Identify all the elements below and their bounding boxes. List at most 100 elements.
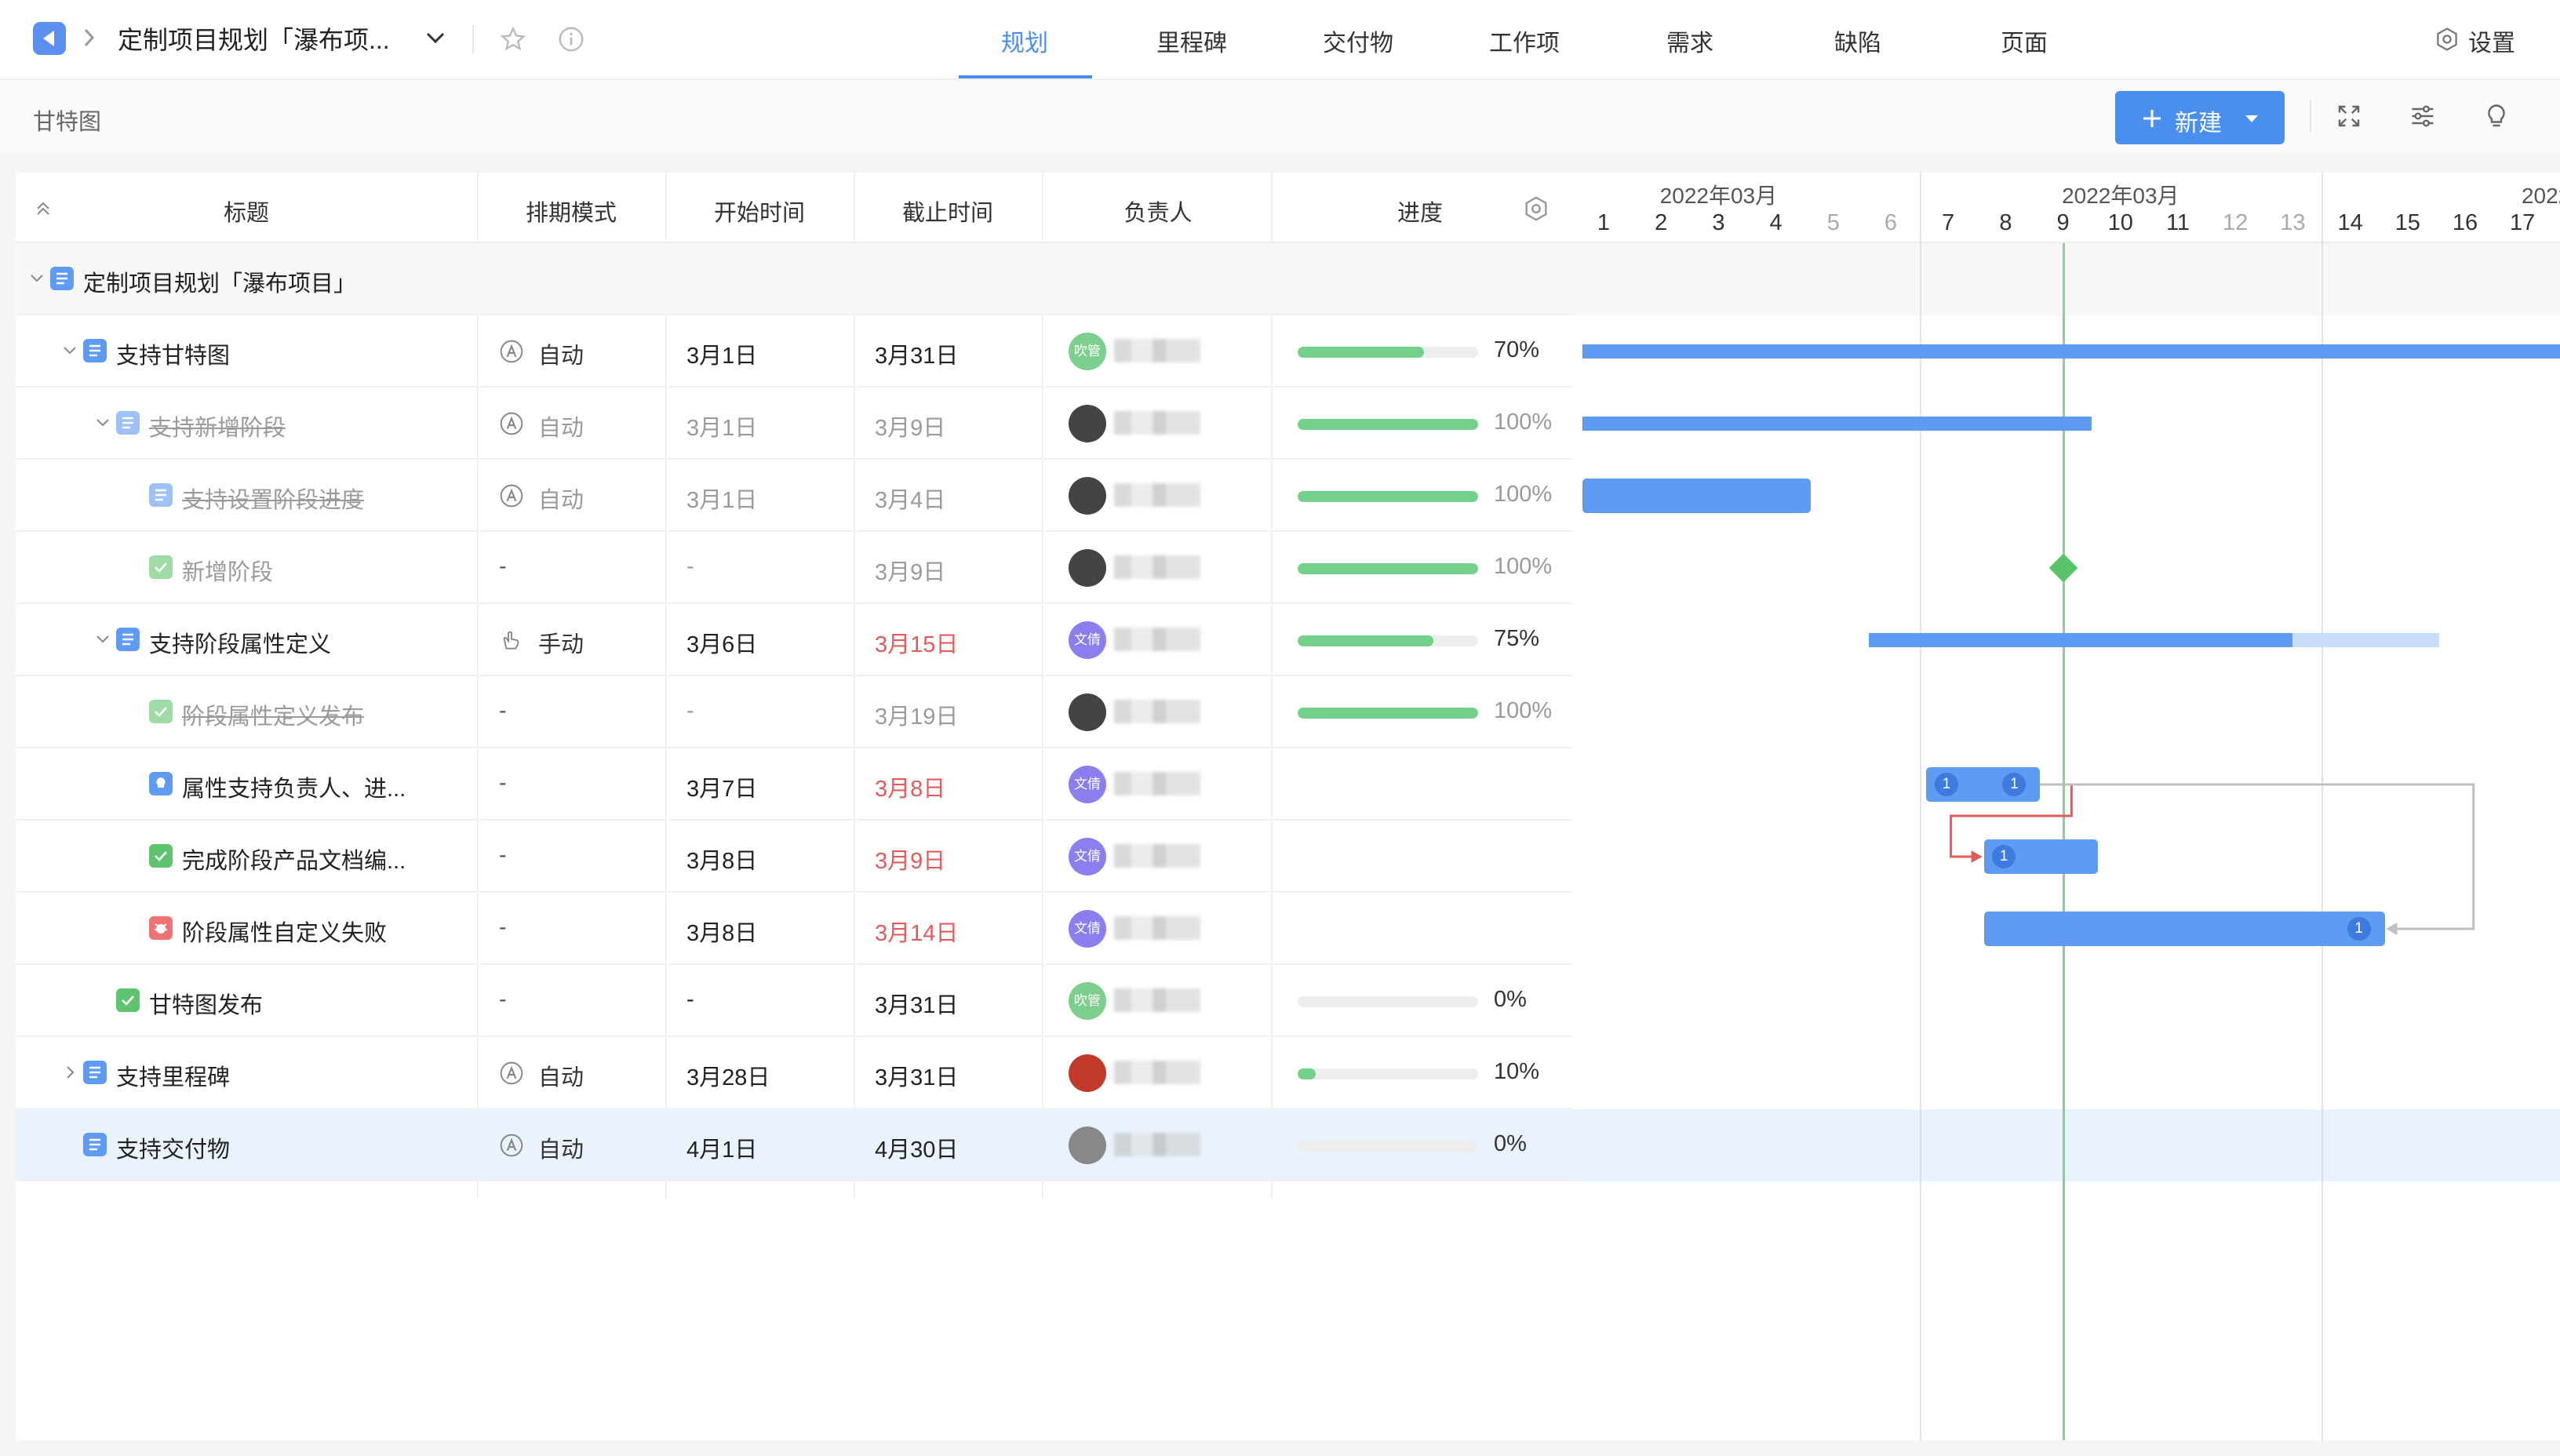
schedule-mode[interactable]: - [499,698,507,723]
avatar[interactable]: 文倩 [1069,838,1106,875]
tab-defects[interactable]: 缺陷 [1834,31,1881,56]
row-title[interactable]: 新增阶段 [182,560,274,585]
start-date[interactable]: 4月1日 [686,1138,758,1163]
end-date[interactable]: 3月31日 [875,1065,959,1090]
col-title[interactable]: 标题 [223,201,270,226]
row-title[interactable]: 支持新增阶段 [149,416,286,441]
chevron-down-icon[interactable] [61,342,78,359]
gantt-task-bar[interactable] [1983,912,2385,946]
gantt-summary-bar[interactable] [2292,633,2440,647]
avatar[interactable]: 文倩 [1069,621,1106,659]
chevron-right-icon[interactable] [61,1064,78,1081]
lightbulb-icon[interactable] [2482,102,2511,130]
row-title[interactable]: 支持里程碑 [116,1065,231,1090]
start-date[interactable]: 3月1日 [686,416,758,441]
end-date[interactable]: 4月30日 [875,1138,959,1163]
end-date[interactable]: 3月8日 [875,777,946,802]
star-icon[interactable] [499,25,527,53]
gear-icon[interactable] [2434,26,2460,53]
start-date[interactable]: 3月1日 [686,488,758,513]
table-row[interactable]: 定制项目规划「瀑布项目」 [16,243,1572,315]
schedule-mode[interactable]: 自动 [538,488,584,513]
avatar[interactable] [1069,549,1106,587]
filter-sliders-icon[interactable] [2409,102,2437,130]
row-title[interactable]: 支持阶段属性定义 [149,632,332,657]
dependency-badge[interactable]: 1 [1935,773,1958,796]
table-row[interactable]: 属性支持负责人、进... - 3月7日 3月8日 文倩 [16,748,1572,821]
chevron-down-icon[interactable] [424,28,447,47]
col-schedule[interactable]: 排期模式 [525,201,617,226]
collapse-all-icon[interactable] [33,199,53,218]
table-row[interactable]: 支持阶段属性定义 手动 3月6日 3月15日 文倩 75% [16,604,1572,676]
avatar[interactable]: 文倩 [1069,910,1106,948]
project-title[interactable]: 定制项目规划「瀑布项... [118,26,390,54]
avatar[interactable]: 吹管 [1069,982,1106,1020]
avatar[interactable] [1069,693,1106,731]
table-row[interactable]: 支持甘特图 自动 3月1日 3月31日 吹管 70% [16,315,1572,388]
schedule-mode[interactable]: 自动 [538,1065,584,1090]
end-date[interactable]: 3月19日 [875,704,959,730]
start-date[interactable]: 3月1日 [686,344,758,369]
back-app-icon[interactable] [33,22,66,55]
dependency-badge[interactable]: 1 [1992,845,2016,868]
col-progress[interactable]: 进度 [1397,201,1444,226]
row-title[interactable]: 支持设置阶段进度 [182,488,365,513]
start-date[interactable]: - [686,554,694,579]
col-assignee[interactable]: 负责人 [1123,201,1193,226]
table-row[interactable]: 完成阶段产品文档编... - 3月8日 3月9日 文倩 [16,821,1572,893]
avatar[interactable] [1069,1054,1106,1092]
row-title[interactable]: 定制项目规划「瀑布项目」 [83,271,357,297]
tab-work-items[interactable]: 工作项 [1489,31,1560,56]
col-end[interactable]: 截止时间 [901,201,994,226]
table-row[interactable]: 甘特图发布 - - 3月31日 吹管 0% [16,965,1572,1037]
row-title[interactable]: 甘特图发布 [149,993,264,1018]
row-title[interactable]: 支持交付物 [116,1138,231,1163]
tab-pages[interactable]: 页面 [2001,31,2048,56]
table-row[interactable]: 支持新增阶段 自动 3月1日 3月9日 100% [16,388,1572,460]
avatar[interactable]: 吹管 [1069,333,1106,370]
end-date[interactable]: 3月9日 [875,560,946,585]
settings-button[interactable]: 设置 [2468,31,2515,56]
info-icon[interactable] [557,25,585,53]
schedule-mode[interactable]: - [499,987,507,1012]
milestone-diamond[interactable] [2048,553,2077,583]
end-date[interactable]: 3月4日 [875,488,946,513]
end-date[interactable]: 3月14日 [875,921,959,946]
schedule-mode[interactable]: 手动 [538,632,584,657]
gantt-task-bar[interactable] [1582,479,1811,513]
schedule-mode[interactable]: - [499,554,507,579]
start-date[interactable]: - [686,987,694,1012]
start-date[interactable]: 3月8日 [686,849,758,874]
end-date[interactable]: 3月31日 [875,993,959,1018]
gantt-summary-bar[interactable] [1869,633,2293,647]
tab-deliverables[interactable]: 交付物 [1323,31,1393,56]
dependency-badge[interactable]: 1 [2347,917,2371,941]
table-row[interactable]: 支持交付物 自动 4月1日 4月30日 0% [16,1109,1572,1181]
avatar[interactable] [1069,405,1106,442]
table-row[interactable]: 支持设置阶段进度 自动 3月1日 3月4日 100% [16,460,1572,532]
schedule-mode[interactable]: - [499,770,507,795]
row-title[interactable]: 阶段属性定义发布 [182,704,365,730]
start-date[interactable]: 3月6日 [686,632,758,657]
row-title[interactable]: 完成阶段产品文档编... [182,849,406,874]
table-row[interactable]: 阶段属性定义发布 - - 3月19日 100% [16,676,1572,748]
schedule-mode[interactable]: 自动 [538,416,584,441]
new-button[interactable]: 新建 [2115,91,2285,144]
chevron-down-icon[interactable] [28,270,46,287]
start-date[interactable]: 3月28日 [686,1065,770,1090]
tab-planning[interactable]: 规划 [1001,31,1048,56]
table-row[interactable]: 支持里程碑 自动 3月28日 3月31日 10% [16,1037,1572,1109]
end-date[interactable]: 3月9日 [875,416,946,441]
chevron-down-icon[interactable] [94,631,111,648]
gantt-summary-bar[interactable] [1582,344,2560,359]
table-row[interactable]: 新增阶段 - - 3月9日 100% [16,532,1572,604]
end-date[interactable]: 3月31日 [875,344,959,369]
schedule-mode[interactable]: - [499,843,507,868]
end-date[interactable]: 3月9日 [875,849,946,874]
column-settings-icon[interactable] [1522,195,1550,223]
tab-milestones[interactable]: 里程碑 [1156,31,1227,56]
schedule-mode[interactable]: - [499,915,507,940]
fullscreen-icon[interactable] [2335,102,2363,130]
schedule-mode[interactable]: 自动 [538,1138,584,1163]
avatar[interactable] [1069,1127,1106,1164]
